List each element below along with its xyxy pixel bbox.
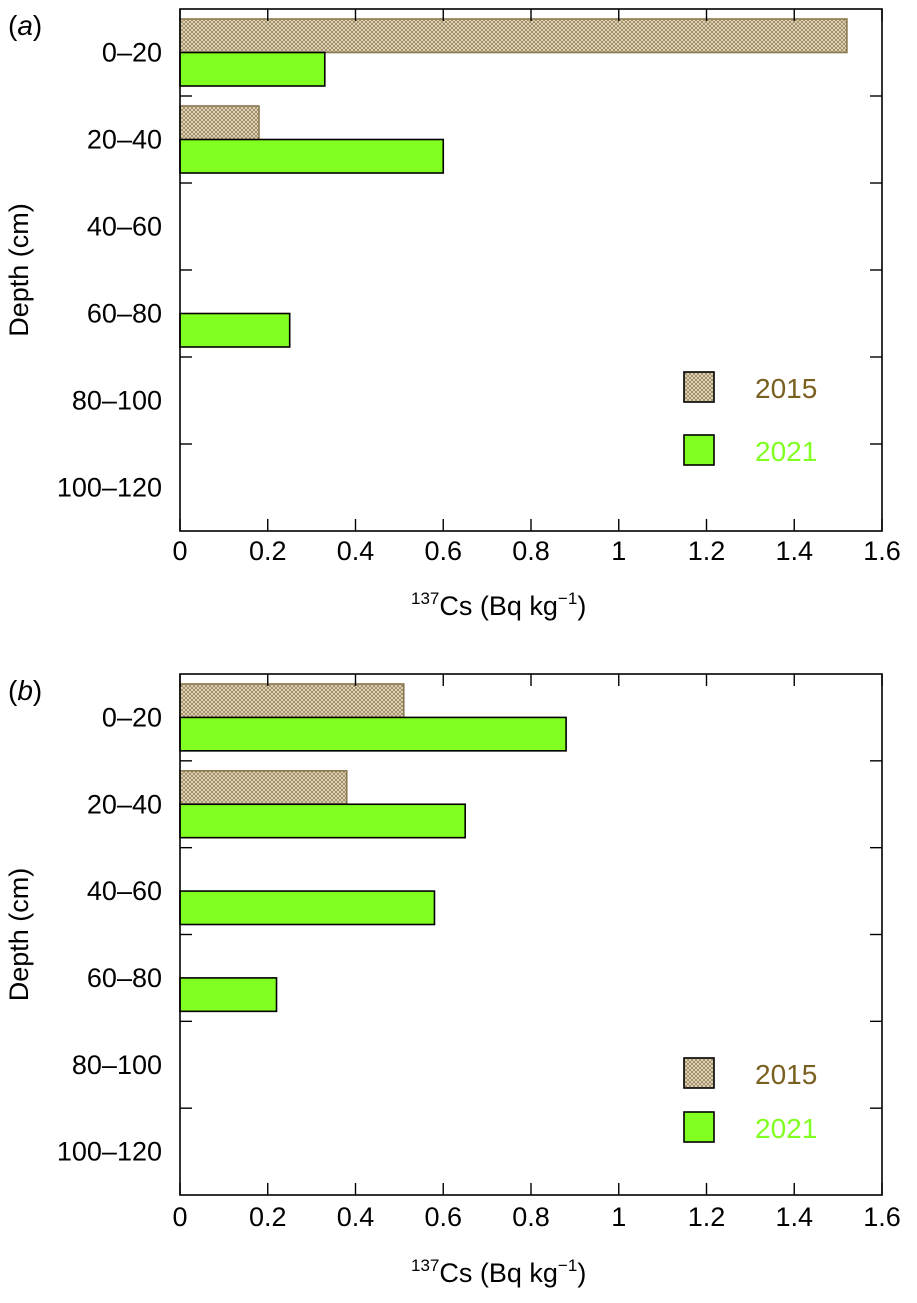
legend-label-2015: 2015	[755, 1059, 817, 1090]
y-category-label: 80–100	[72, 1050, 162, 1080]
panel-label: (b)	[8, 675, 42, 706]
x-axis-label: 137Cs (Bq kg−1)	[411, 1256, 586, 1288]
x-tick-label: 0.8	[512, 536, 550, 566]
bar-2021-40–60	[179, 890, 436, 926]
x-tick-label: 0.2	[249, 536, 287, 566]
x-tick-label: 1.6	[863, 1202, 901, 1232]
x-tick-label: 0.6	[424, 1202, 462, 1232]
x-tick-label: 1.2	[688, 536, 726, 566]
x-tick-label: 0	[172, 1202, 187, 1232]
bar-2021-60–80	[179, 977, 278, 1013]
x-tick-label: 0	[172, 536, 187, 566]
y-category-label: 0–20	[102, 38, 162, 68]
x-tick-label: 0.8	[512, 1202, 550, 1232]
y-category-label: 100–120	[57, 1137, 162, 1167]
bar-2015-20–40	[179, 105, 260, 141]
x-tick-label: 0.4	[337, 536, 375, 566]
panel-b: 0 0.2 0.4 0.6 0.8 1 1.2 1.4 1.6 0–20 20–40 40–60 60–…	[4, 673, 901, 1288]
legend-swatch-2021	[683, 434, 715, 466]
bar-2015-20–40	[179, 770, 348, 806]
y-axis-label: Depth (cm)	[4, 868, 34, 1002]
y-category-label: 100–120	[57, 473, 162, 503]
bar-2021-20–40	[179, 138, 445, 174]
legend-label-2021: 2021	[755, 1113, 817, 1144]
y-category-label: 80–100	[72, 386, 162, 416]
x-tick-label: 1.4	[775, 1202, 813, 1232]
x-tick-label: 1.4	[775, 536, 813, 566]
legend-label-2021: 2021	[755, 436, 817, 467]
y-axis-label: Depth (cm)	[4, 203, 34, 337]
x-tick-label: 0.2	[249, 1202, 287, 1232]
panel-label: (a)	[8, 10, 42, 41]
legend-label-2015: 2015	[755, 373, 817, 404]
x-tick-label: 1	[611, 536, 626, 566]
bar-2015-0–20	[179, 18, 848, 54]
x-tick-label: 0.4	[337, 1202, 375, 1232]
y-category-label: 20–40	[87, 125, 162, 155]
legend-swatch-2015	[683, 1057, 715, 1089]
y-category-label: 20–40	[87, 789, 162, 819]
x-axis-label: 137Cs (Bq kg−1)	[411, 589, 586, 621]
x-tick-label: 1.6	[863, 536, 901, 566]
x-tick-label: 1.2	[688, 1202, 726, 1232]
x-tick-label: 0.6	[424, 536, 462, 566]
legend-swatch-2015	[683, 371, 715, 403]
y-category-label: 40–60	[87, 212, 162, 242]
x-tick-label: 1	[611, 1202, 626, 1232]
y-category-label: 60–80	[87, 963, 162, 993]
bar-2021-0–20	[179, 51, 326, 87]
y-category-label: 0–20	[102, 702, 162, 732]
bar-2021-20–40	[179, 803, 466, 839]
bar-2015-0–20	[179, 683, 405, 719]
panel-a: 0 0.2 0.4 0.6 0.8 1 1.2 1.4 1.6 0–20 20–40 40–60 60–…	[4, 8, 901, 621]
bar-2021-60–80	[179, 312, 291, 348]
y-category-label: 40–60	[87, 876, 162, 906]
legend-swatch-2021	[683, 1111, 715, 1143]
y-category-label: 60–80	[87, 299, 162, 329]
bar-2021-0–20	[179, 716, 567, 752]
